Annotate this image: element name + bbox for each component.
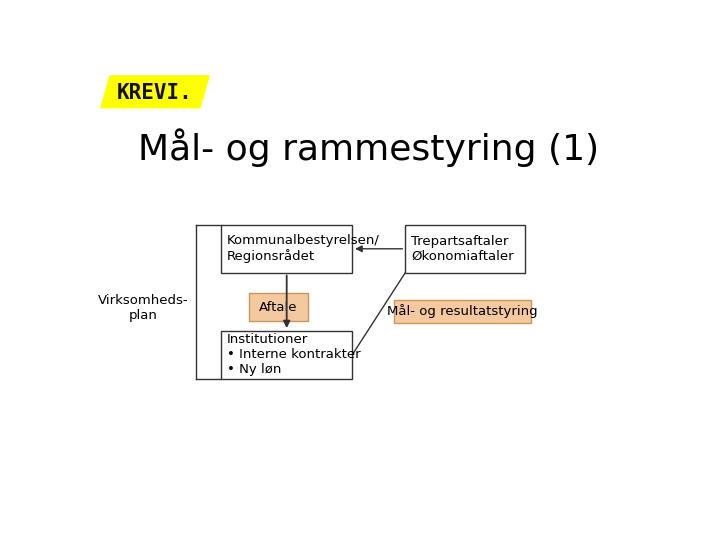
Text: Institutioner
• Interne kontrakter
• Ny løn: Institutioner • Interne kontrakter • Ny …: [227, 333, 360, 376]
Polygon shape: [100, 75, 210, 109]
FancyBboxPatch shape: [249, 294, 307, 321]
Text: KREVI.: KREVI.: [117, 83, 192, 103]
FancyBboxPatch shape: [221, 225, 352, 273]
Text: Virksomheds-
plan: Virksomheds- plan: [98, 294, 189, 322]
FancyBboxPatch shape: [394, 300, 531, 322]
Text: Mål- og rammestyring (1): Mål- og rammestyring (1): [138, 129, 600, 167]
FancyBboxPatch shape: [405, 225, 526, 273]
FancyBboxPatch shape: [221, 331, 352, 379]
Text: Kommunalbestyrelsen/
Regionsrådet: Kommunalbestyrelsen/ Regionsrådet: [227, 234, 379, 264]
Text: Aftale: Aftale: [259, 300, 297, 314]
Text: Trepartsaftaler
Økonomiaftaler: Trepartsaftaler Økonomiaftaler: [411, 235, 513, 263]
Text: Mål- og resultatstyring: Mål- og resultatstyring: [387, 304, 538, 318]
